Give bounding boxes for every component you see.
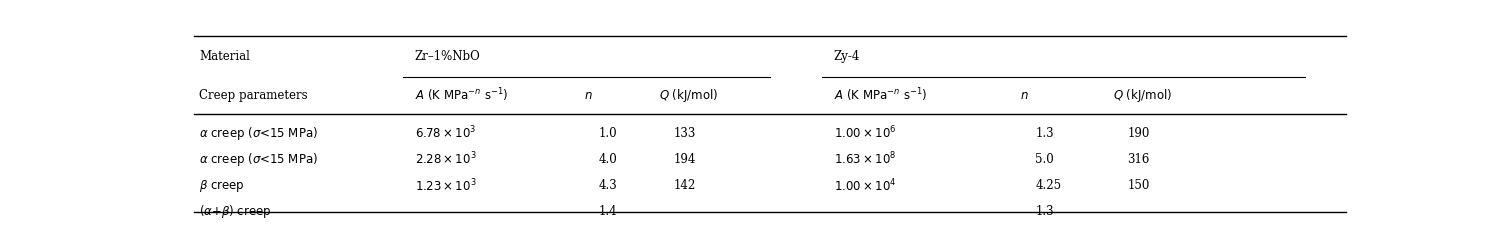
Text: $n$: $n$ (584, 89, 592, 102)
Text: 5.0: 5.0 (1035, 153, 1054, 166)
Text: 150: 150 (1126, 179, 1149, 192)
Text: $A$ (K MPa$^{-n}$ s$^{-1}$): $A$ (K MPa$^{-n}$ s$^{-1}$) (415, 86, 508, 104)
Text: 1.3: 1.3 (1035, 127, 1054, 140)
Text: $\beta$ creep: $\beta$ creep (200, 178, 245, 194)
Text: $6.78\times10^{3}$: $6.78\times10^{3}$ (415, 125, 476, 142)
Text: 1.4: 1.4 (599, 205, 617, 218)
Text: $\alpha$ creep ($\sigma$<15 MPa): $\alpha$ creep ($\sigma$<15 MPa) (200, 151, 318, 168)
Text: $\alpha$ creep ($\sigma$<15 MPa): $\alpha$ creep ($\sigma$<15 MPa) (200, 125, 318, 142)
Text: 1.0: 1.0 (599, 127, 617, 140)
Text: $1.00\times10^{6}$: $1.00\times10^{6}$ (834, 125, 897, 142)
Text: $Q$ (kJ/mol): $Q$ (kJ/mol) (1113, 87, 1173, 104)
Text: $n$: $n$ (1020, 89, 1029, 102)
Text: 133: 133 (673, 127, 695, 140)
Text: $1.00\times10^{4}$: $1.00\times10^{4}$ (834, 177, 897, 194)
Text: 4.3: 4.3 (599, 179, 617, 192)
Text: 4.25: 4.25 (1035, 179, 1062, 192)
Text: 4.0: 4.0 (599, 153, 617, 166)
Text: ($\alpha$+$\beta$) creep: ($\alpha$+$\beta$) creep (200, 203, 272, 220)
Text: 190: 190 (1126, 127, 1149, 140)
Text: 316: 316 (1126, 153, 1149, 166)
Text: 1.3: 1.3 (1035, 205, 1054, 218)
Text: Creep parameters: Creep parameters (200, 89, 308, 102)
Text: $Q$ (kJ/mol): $Q$ (kJ/mol) (659, 87, 718, 104)
Text: Zr–1%NbO: Zr–1%NbO (415, 50, 481, 63)
Text: $2.28\times10^{3}$: $2.28\times10^{3}$ (415, 151, 476, 168)
Text: $1.63\times10^{8}$: $1.63\times10^{8}$ (834, 151, 897, 168)
Text: Material: Material (200, 50, 251, 63)
Text: 142: 142 (673, 179, 695, 192)
Text: Zy-4: Zy-4 (834, 50, 861, 63)
Text: $A$ (K MPa$^{-n}$ s$^{-1}$): $A$ (K MPa$^{-n}$ s$^{-1}$) (834, 86, 927, 104)
Text: $1.23\times10^{3}$: $1.23\times10^{3}$ (415, 177, 476, 194)
Text: 194: 194 (673, 153, 695, 166)
